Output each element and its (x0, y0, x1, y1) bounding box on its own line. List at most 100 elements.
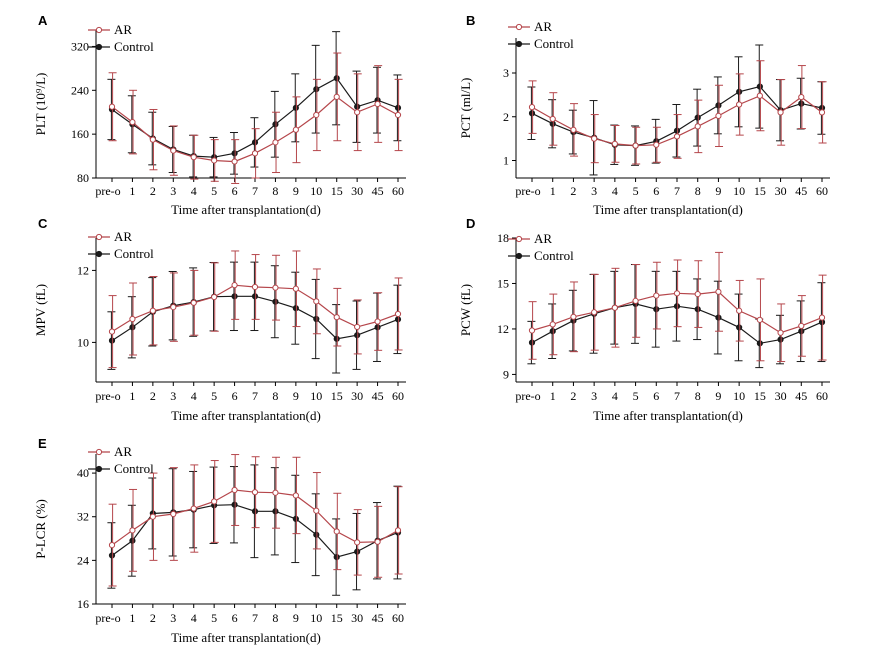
x-tick-label: pre-o (95, 389, 120, 403)
x-tick-label: 1 (129, 389, 135, 403)
x-tick-label: 5 (211, 389, 217, 403)
data-point (394, 104, 402, 111)
data-point (694, 290, 701, 298)
x-tick-label: 60 (392, 611, 404, 625)
y-tick-label: 240 (71, 83, 89, 97)
chart-panel-E: E 16 24 32 40 pre-o 1 2 3 4 5 6 7 8 9 10 15 30 45 60 Time af… (33, 436, 406, 645)
legend-label: Control (114, 39, 154, 54)
x-tick-label: 8 (695, 184, 701, 198)
legend-marker (95, 448, 103, 456)
panel-letter: D (466, 216, 475, 231)
y-tick-label: 1 (503, 154, 509, 168)
data-point (756, 340, 763, 347)
x-tick-label: pre-o (515, 389, 540, 403)
y-tick-label: 3 (503, 66, 509, 80)
data-point (272, 139, 279, 146)
data-point (333, 528, 340, 535)
x-tick-label: 10 (310, 389, 322, 403)
x-tick-label: 45 (372, 389, 384, 403)
x-tick-label: 30 (351, 611, 363, 625)
data-point (694, 114, 701, 121)
x-tick-label: 9 (293, 389, 299, 403)
data-point (129, 537, 136, 544)
data-point (313, 298, 320, 305)
x-tick-label: 45 (795, 389, 807, 403)
data-point (354, 103, 361, 110)
series-ar (528, 251, 827, 363)
data-point (272, 489, 279, 496)
y-axis-label: P-LCR (%) (33, 499, 48, 559)
x-tick-label: 15 (754, 184, 766, 198)
data-point (190, 505, 197, 512)
data-point (211, 293, 218, 301)
data-point (108, 541, 116, 549)
x-tick-label: 5 (211, 611, 217, 625)
data-point (818, 109, 826, 116)
data-point (272, 298, 279, 305)
data-point (170, 510, 177, 518)
data-point (673, 127, 681, 134)
data-point (292, 305, 299, 312)
x-tick-label: 2 (570, 389, 576, 403)
data-point (374, 324, 381, 331)
data-point (149, 307, 156, 314)
data-point (374, 538, 381, 545)
data-point (170, 147, 177, 154)
panel-letter: C (38, 216, 48, 231)
data-point (798, 322, 805, 330)
x-tick-label: 6 (232, 184, 238, 198)
data-point (611, 140, 618, 147)
y-tick-label: 12 (77, 263, 89, 277)
x-tick-label: 4 (191, 184, 197, 198)
x-tick-label: 3 (170, 184, 176, 198)
x-tick-label: 2 (150, 184, 156, 198)
x-tick-label: 8 (695, 389, 701, 403)
data-point (251, 150, 259, 157)
data-point (798, 328, 805, 335)
x-axis-label: Time after transplantation(d) (171, 202, 321, 217)
x-tick-label: 3 (591, 184, 597, 198)
data-point (231, 158, 238, 165)
data-point (528, 110, 536, 117)
data-point (653, 306, 660, 313)
data-point (292, 126, 299, 133)
legend-marker (95, 250, 103, 258)
x-tick-label: 10 (310, 611, 322, 625)
legend-marker (515, 40, 523, 48)
x-tick-label: 1 (129, 611, 135, 625)
data-point (251, 508, 259, 515)
x-tick-label: pre-o (95, 611, 120, 625)
legend-label: Control (534, 36, 574, 51)
x-tick-label: 45 (795, 184, 807, 198)
x-tick-label: 30 (775, 184, 787, 198)
data-point (108, 337, 116, 344)
x-tick-label: 8 (272, 611, 278, 625)
data-point (394, 111, 402, 119)
x-tick-label: 3 (170, 611, 176, 625)
x-axis-label: Time after transplantation(d) (593, 202, 743, 217)
x-tick-label: 2 (150, 611, 156, 625)
data-point (108, 552, 116, 559)
data-point (570, 126, 577, 133)
data-point (190, 154, 197, 161)
data-point (272, 508, 279, 515)
data-point (313, 86, 320, 93)
data-point (756, 316, 763, 323)
x-tick-label: 30 (351, 184, 363, 198)
y-axis-label: PLT (10⁹/L) (33, 73, 48, 136)
data-point (798, 100, 805, 107)
data-point (528, 339, 536, 346)
x-tick-label: 7 (674, 389, 680, 403)
x-tick-label: 15 (331, 389, 343, 403)
x-tick-label: 5 (633, 184, 639, 198)
data-point (333, 335, 340, 342)
legend: AR Control (508, 19, 574, 51)
data-point (149, 513, 156, 520)
x-axis-label: Time after transplantation(d) (171, 630, 321, 645)
x-tick-label: pre-o (95, 184, 120, 198)
x-tick-label: 1 (550, 389, 556, 403)
data-point (570, 313, 577, 320)
